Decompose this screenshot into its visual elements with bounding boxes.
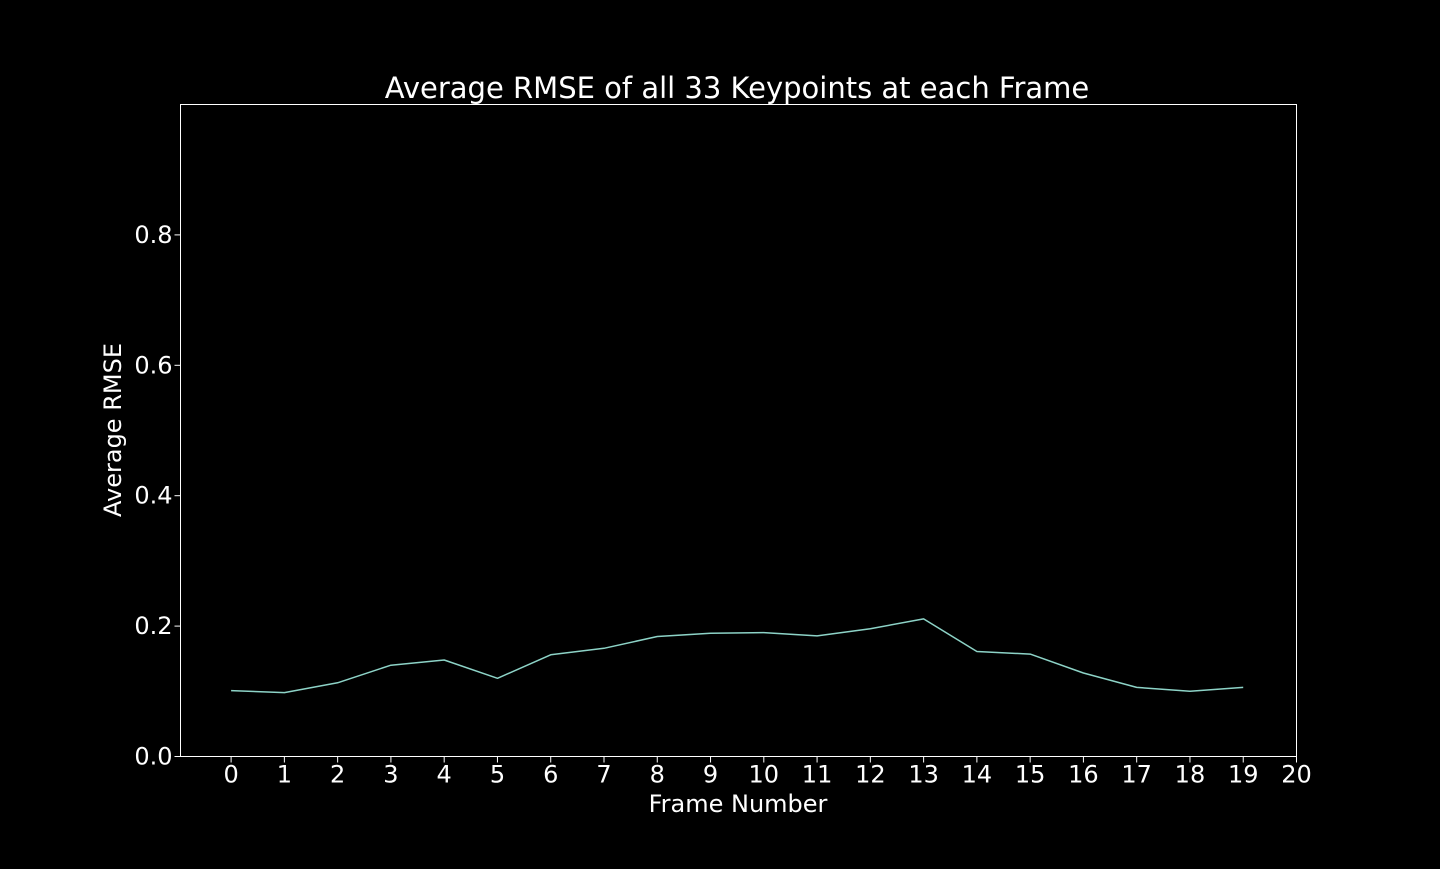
x-tick-label: 6 xyxy=(543,761,558,789)
y-tick-label: 0.4 xyxy=(134,482,172,510)
chart-title: Average RMSE of all 33 Keypoints at each… xyxy=(385,71,1090,105)
y-tick-label: 0.6 xyxy=(134,351,172,379)
y-tick-label: 0.8 xyxy=(134,221,172,249)
x-tick-label: 7 xyxy=(596,761,611,789)
x-axis-label: Frame Number xyxy=(649,790,828,818)
series-layer xyxy=(231,619,1243,693)
x-tick-label: 18 xyxy=(1175,761,1206,789)
x-tick-label: 2 xyxy=(330,761,345,789)
x-tick-label: 13 xyxy=(908,761,939,789)
y-tick-label: 0.0 xyxy=(134,743,172,771)
x-tick-label: 17 xyxy=(1121,761,1152,789)
x-tick-label: 15 xyxy=(1015,761,1046,789)
x-tick-label: 10 xyxy=(749,761,780,789)
y-axis-ticks: 0.0 0.2 0.4 0.6 0.8 xyxy=(134,221,180,771)
x-tick-label: 5 xyxy=(490,761,505,789)
x-tick-label: 8 xyxy=(650,761,665,789)
x-tick-label: 16 xyxy=(1068,761,1099,789)
x-tick-label: 11 xyxy=(802,761,833,789)
x-tick-label: 0 xyxy=(223,761,238,789)
x-tick-label: 4 xyxy=(437,761,452,789)
x-tick-label: 12 xyxy=(855,761,886,789)
series-line xyxy=(231,619,1243,693)
x-tick-label: 1 xyxy=(277,761,292,789)
plot-area-frame xyxy=(181,105,1297,757)
x-tick-label: 14 xyxy=(962,761,993,789)
x-tick-label: 3 xyxy=(383,761,398,789)
y-axis-label: Average RMSE xyxy=(99,343,127,517)
x-tick-label: 20 xyxy=(1281,761,1312,789)
x-tick-label: 19 xyxy=(1228,761,1259,789)
y-tick-label: 0.2 xyxy=(134,612,172,640)
x-tick-label: 9 xyxy=(703,761,718,789)
